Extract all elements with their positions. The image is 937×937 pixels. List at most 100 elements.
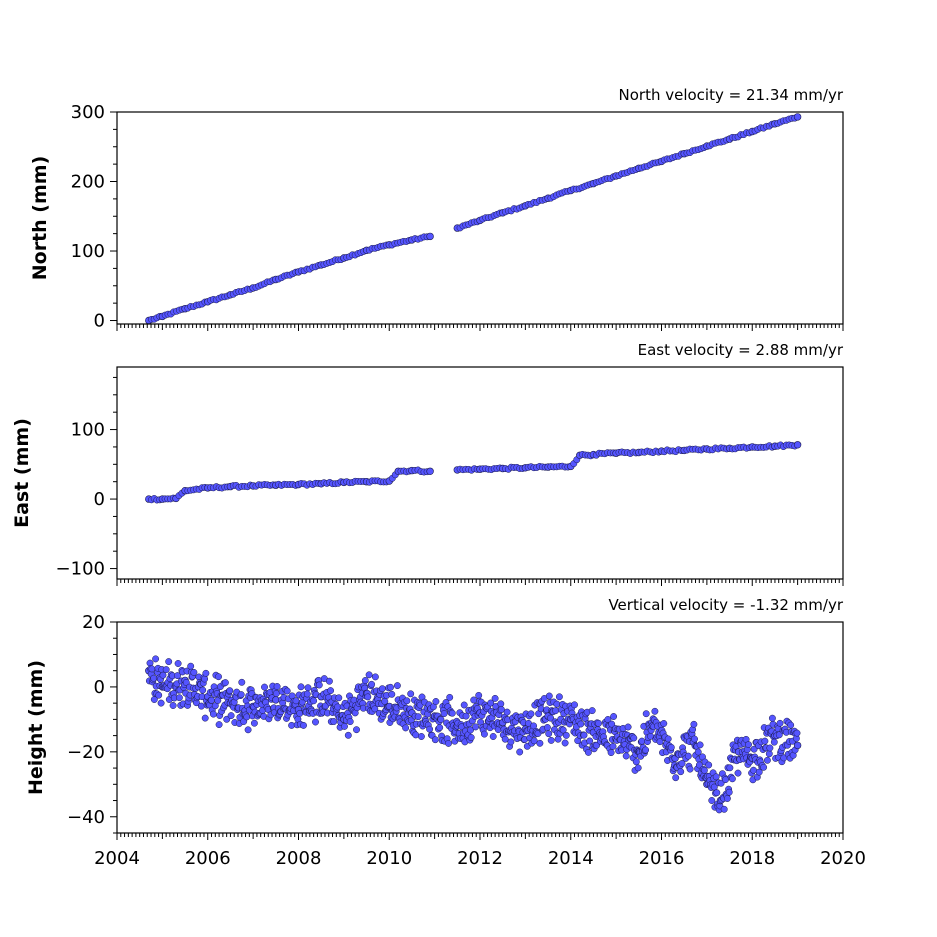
data-point <box>793 441 802 449</box>
data-point <box>761 737 769 745</box>
data-point <box>489 733 497 740</box>
data-point <box>672 774 680 782</box>
data-point <box>226 687 234 695</box>
data-point <box>432 698 440 705</box>
data-point <box>330 718 338 725</box>
data-point <box>437 716 445 723</box>
x-tick-label: 2016 <box>639 848 685 869</box>
x-tick-label: 2004 <box>94 848 140 869</box>
data-point <box>700 766 708 774</box>
data-point <box>475 691 483 699</box>
data-point <box>651 707 659 715</box>
data-point <box>690 720 698 728</box>
data-point <box>656 738 664 746</box>
data-point <box>310 697 318 705</box>
data-point <box>467 734 475 741</box>
data-point <box>708 797 716 804</box>
data-point <box>470 696 478 704</box>
data-point <box>446 693 454 701</box>
data-point <box>728 775 736 783</box>
data-point <box>202 669 210 677</box>
data-point <box>344 731 352 739</box>
data-point <box>705 761 713 769</box>
data-point <box>608 720 616 728</box>
data-point <box>750 745 758 753</box>
data-point <box>634 764 642 772</box>
data-point <box>353 726 360 734</box>
data-point <box>436 724 444 732</box>
data-point <box>686 765 694 773</box>
data-point <box>487 699 495 707</box>
data-point <box>745 741 752 749</box>
data-point <box>152 655 160 663</box>
data-point <box>159 671 167 679</box>
data-point <box>660 720 668 727</box>
data-point <box>368 680 376 688</box>
data-point <box>760 763 768 771</box>
data-point <box>768 714 776 722</box>
data-point <box>445 739 452 747</box>
data-point <box>187 662 195 670</box>
y-tick-label: 200 <box>71 172 105 193</box>
data-point <box>609 742 617 750</box>
data-point <box>577 720 585 728</box>
data-point <box>214 697 222 704</box>
x-tick-label: 2014 <box>548 848 594 869</box>
data-point <box>335 694 343 702</box>
data-point <box>175 694 183 702</box>
data-point <box>283 687 291 695</box>
north-panel: 0 100 200 300 North (mm) North velocity = 21.… <box>29 86 844 332</box>
y-axis-label: North (mm) <box>29 156 51 281</box>
data-point <box>547 714 555 722</box>
y-axis-label: Height (mm) <box>25 660 47 795</box>
data-point <box>371 705 379 713</box>
data-point <box>545 692 553 700</box>
data-point <box>632 758 640 766</box>
data-point <box>365 671 373 679</box>
data-point <box>793 113 802 121</box>
data-point <box>497 706 505 713</box>
y-tick-label: 100 <box>71 420 105 441</box>
data-point <box>480 730 488 738</box>
data-point <box>527 710 535 718</box>
data-point <box>304 684 312 692</box>
data-point <box>763 756 771 764</box>
data-point <box>315 681 323 689</box>
data-point <box>146 659 154 667</box>
data-point <box>209 710 217 718</box>
scatter-points <box>145 655 802 814</box>
data-point <box>273 683 281 690</box>
data-point <box>426 725 434 733</box>
data-point <box>678 760 686 767</box>
data-point <box>677 768 685 776</box>
data-point <box>766 744 774 752</box>
data-point <box>667 743 675 751</box>
y-tick-label: 0 <box>94 311 105 332</box>
data-point <box>237 691 245 699</box>
data-point <box>157 699 165 707</box>
east-panel: −100 0 100 East (mm) East velocity = 2.88 mm… <box>11 341 844 586</box>
data-point <box>624 723 632 731</box>
data-point <box>793 729 801 737</box>
data-point <box>553 700 561 708</box>
data-point <box>325 677 333 685</box>
data-point <box>696 741 704 749</box>
data-point <box>713 789 721 797</box>
data-point <box>361 677 369 684</box>
data-point <box>312 718 319 726</box>
y-tick-label: −20 <box>67 742 105 763</box>
data-point <box>723 795 731 802</box>
data-point <box>536 739 544 747</box>
data-point <box>726 764 734 772</box>
data-point <box>227 712 235 720</box>
x-tick-label: 2008 <box>276 848 322 869</box>
y-tick-label: −100 <box>56 559 105 580</box>
data-point <box>562 731 570 739</box>
data-point <box>440 710 448 718</box>
x-tick-label: 2012 <box>457 848 503 869</box>
data-point <box>622 752 630 760</box>
data-point <box>250 719 258 727</box>
data-point <box>491 694 499 702</box>
data-point <box>555 693 563 701</box>
data-point <box>770 738 778 746</box>
